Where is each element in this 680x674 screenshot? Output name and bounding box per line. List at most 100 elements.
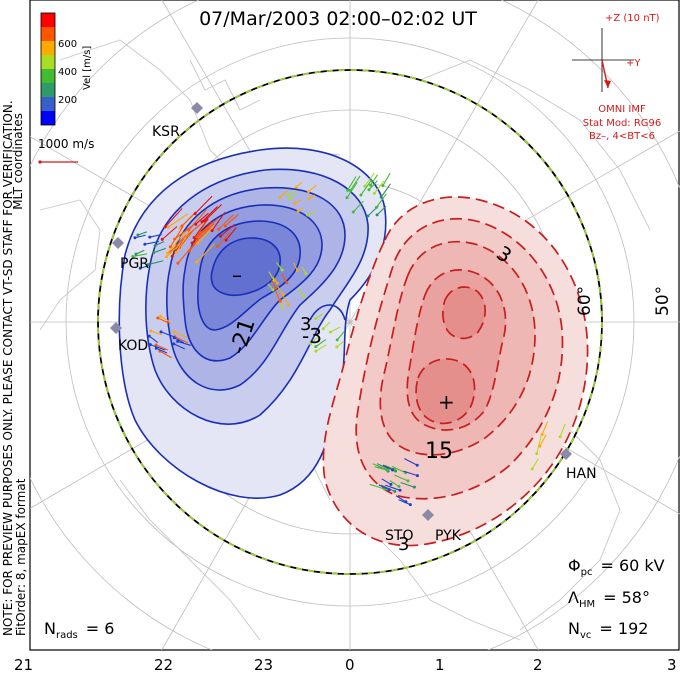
velocity-vector-origin xyxy=(152,251,156,255)
heppner-maynard-boundary-dash xyxy=(97,69,603,575)
velocity-vector xyxy=(389,480,400,487)
velocity-vector-origin xyxy=(302,295,306,299)
imf-bz: Bz–, 4<BT<6 xyxy=(589,131,655,142)
velocity-vector xyxy=(374,466,388,471)
velocity-vector-origin xyxy=(372,191,376,195)
velocity-vector-origin xyxy=(163,225,167,229)
velocity-vector xyxy=(149,234,162,238)
velocity-vector xyxy=(225,227,237,241)
velocity-vector-origin xyxy=(154,343,158,347)
velocity-vector xyxy=(315,339,327,348)
velocity-vector-origin xyxy=(271,288,275,292)
velocity-vector xyxy=(373,180,385,194)
colorbar-label: Vel [m/s] xyxy=(82,46,93,90)
velocity-vector-origin xyxy=(203,219,207,223)
velocity-vector-origin xyxy=(160,237,164,241)
velocity-vector-origin xyxy=(166,251,170,255)
velocity-vector-origin xyxy=(136,233,140,237)
velocity-vector xyxy=(188,209,207,231)
velocity-vector xyxy=(171,238,185,257)
velocity-vector xyxy=(160,331,176,338)
velocity-vector xyxy=(218,214,234,230)
latitude-label-60: 60° xyxy=(575,286,595,316)
colorbar-block xyxy=(41,97,55,111)
velocity-vector xyxy=(531,458,539,470)
velocity-vector xyxy=(154,241,165,247)
velocity-vector xyxy=(404,458,418,466)
colorbar-tick: 200 xyxy=(58,95,77,106)
positive-cell xyxy=(322,196,589,547)
velocity-vector-origin xyxy=(538,444,542,448)
mlt-tick: 0 xyxy=(345,656,355,674)
velocity-vector xyxy=(168,213,189,228)
velocity-vector-origin xyxy=(174,250,178,254)
phi-pc-stat: Φpc = 60 kV xyxy=(568,556,665,578)
velocity-vector-origin xyxy=(194,222,198,226)
velocity-vector xyxy=(268,271,275,281)
velocity-vector-origin xyxy=(369,183,373,187)
velocity-vector-origin xyxy=(335,345,339,349)
velocity-vector xyxy=(346,182,358,198)
velocity-vector-origin xyxy=(363,184,367,188)
velocity-vector-origin xyxy=(195,260,199,264)
velocity-vector xyxy=(308,184,317,193)
velocity-vector-origin xyxy=(314,317,318,321)
velocity-vector-origin xyxy=(379,195,383,199)
velocity-vector-origin xyxy=(200,220,204,224)
station-han: HAN xyxy=(566,466,597,482)
velocity-vector xyxy=(322,321,331,330)
velocity-vector-origin xyxy=(345,196,349,200)
velocity-vector xyxy=(315,344,327,352)
velocity-vector xyxy=(179,230,194,248)
velocity-vector xyxy=(201,206,218,223)
velocity-vector-origin xyxy=(346,188,350,192)
velocity-vector-origin xyxy=(172,336,176,340)
velocity-vector-origin xyxy=(159,314,163,318)
velocity-vector-origin xyxy=(286,193,290,197)
velocity-vector xyxy=(181,211,197,227)
velocity-vector-origin xyxy=(306,190,310,194)
velocity-vector xyxy=(148,260,164,266)
velocity-vector xyxy=(132,253,148,258)
velocity-vector-origin xyxy=(148,343,152,347)
imf-y-label: +Y xyxy=(626,58,641,69)
velocity-vector-origin xyxy=(387,488,391,492)
coordinates-note: MLT coordinates xyxy=(11,113,25,210)
velocity-vector xyxy=(174,224,195,240)
velocity-vector-origin xyxy=(367,188,371,192)
imf-source: OMNI IMF xyxy=(598,104,646,115)
latitude-label-50: 50° xyxy=(653,286,673,316)
velocity-vector xyxy=(217,232,231,247)
velocity-vector-origin xyxy=(278,299,282,303)
velocity-vector xyxy=(364,172,375,187)
velocity-vector xyxy=(148,335,159,344)
velocity-vector xyxy=(336,330,345,341)
velocity-vector-origin xyxy=(398,488,402,492)
velocity-vector-origin xyxy=(381,184,385,188)
velocity-vector-origin xyxy=(224,238,228,242)
colorbar-block xyxy=(41,13,55,27)
velocity-vector xyxy=(403,470,418,477)
velocity-vector xyxy=(370,174,378,186)
velocity-vector xyxy=(159,350,172,359)
velocity-vector-origin xyxy=(415,463,419,467)
imf-z-label: +Z (10 nT) xyxy=(605,13,660,24)
velocity-vector-origin xyxy=(196,241,200,245)
velocity-vector-origin xyxy=(153,244,157,248)
velocity-vector xyxy=(196,221,207,238)
contour-label: -3 xyxy=(302,324,322,348)
velocity-vector-origin xyxy=(314,345,318,349)
mlt-tick: 23 xyxy=(254,656,273,674)
velocity-vector xyxy=(188,234,203,252)
velocity-vector xyxy=(276,262,283,271)
velocity-vector-origin xyxy=(314,349,318,353)
velocity-vector-origin xyxy=(223,224,227,228)
velocity-vector xyxy=(275,291,281,302)
velocity-vector xyxy=(164,208,183,228)
velocity-vector xyxy=(195,212,209,225)
mlt-tick: 2 xyxy=(533,656,543,674)
velocity-vector xyxy=(173,343,185,350)
velocity-vector xyxy=(166,244,181,258)
velocity-vector-origin xyxy=(131,254,135,258)
imf-stat-mod: Stat Mod: RG96 xyxy=(583,118,662,129)
